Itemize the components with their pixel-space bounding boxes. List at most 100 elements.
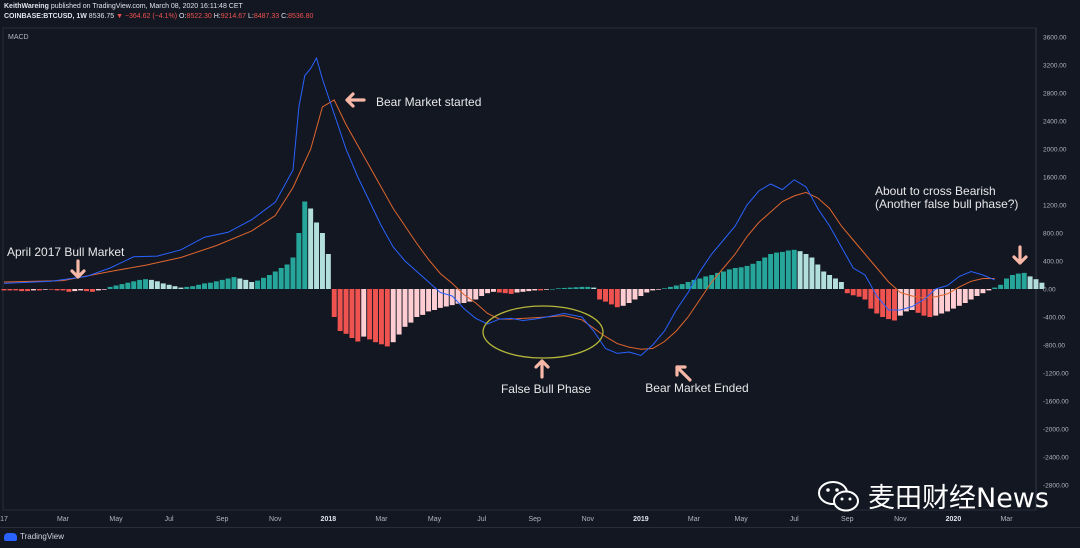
histogram-bar xyxy=(266,275,272,289)
macd-line xyxy=(3,56,995,357)
histogram-bar xyxy=(945,289,951,312)
close-label: C: xyxy=(281,13,289,20)
histogram-bar xyxy=(502,289,508,294)
annotation-text: About to cross Bearish xyxy=(875,184,996,198)
histogram-bar xyxy=(703,276,709,289)
histogram-bar xyxy=(508,289,514,294)
annotation-text: (Another false bull phase?) xyxy=(875,197,1018,211)
histogram-bar xyxy=(131,281,137,289)
x-tick-label: Jul xyxy=(477,516,486,523)
histogram-bar xyxy=(272,271,278,289)
histogram-bar xyxy=(473,289,479,300)
histogram-bar xyxy=(89,289,95,292)
x-tick-label: Sep xyxy=(216,516,229,523)
x-tick-label: Mar xyxy=(375,516,388,523)
histogram-bar xyxy=(443,289,449,307)
histogram-bar xyxy=(544,289,550,290)
symbol-label[interactable]: COINBASE:BTCUSD, 1W xyxy=(4,13,87,20)
histogram-bar xyxy=(827,275,833,289)
arrow-shape xyxy=(1012,245,1028,265)
open-label: O: xyxy=(179,13,187,20)
histogram-bar xyxy=(31,289,36,291)
arrow-shape xyxy=(675,365,692,382)
histogram-bar xyxy=(1015,273,1021,289)
histogram-bar xyxy=(974,289,980,296)
histogram-bar xyxy=(986,289,992,291)
histogram-bar xyxy=(48,289,54,290)
histogram-bar xyxy=(390,289,396,343)
x-axis: 17 Mar May Jul Sep Nov 2018 Mar May Jul Sep Nov 2019… xyxy=(0,516,1013,523)
publish-info: published on TradingView.com, March 08, … xyxy=(50,3,243,10)
arrow-bear-started xyxy=(345,92,366,108)
histogram-bar xyxy=(897,289,903,316)
y-tick-label: 2800.00 xyxy=(1043,91,1067,98)
x-tick-label: May xyxy=(428,516,442,523)
histogram-bar xyxy=(762,257,768,289)
histogram-bar xyxy=(980,289,986,294)
histogram-bar xyxy=(992,287,998,289)
y-tick-label: 400.00 xyxy=(1043,259,1063,266)
last-price: 8536.75 xyxy=(88,13,115,20)
histogram-bar xyxy=(838,282,844,289)
histogram-bar xyxy=(60,289,66,291)
watermark-text: 麦田财经News xyxy=(868,483,1049,514)
signal-line xyxy=(3,99,995,350)
histogram-bar xyxy=(255,280,261,289)
high-value: 9214.67 xyxy=(220,13,247,20)
y-tick-label: -400.00 xyxy=(1043,315,1065,322)
histogram-bar xyxy=(225,278,231,289)
histogram-bar xyxy=(25,289,31,292)
histogram-bar xyxy=(921,289,927,316)
histogram-bar xyxy=(137,279,143,289)
x-tick-label: Nov xyxy=(894,516,907,523)
histogram-bar xyxy=(809,257,815,289)
histogram-bar xyxy=(738,267,744,289)
wechat-icon xyxy=(818,480,859,511)
x-tick-label: May xyxy=(109,516,123,523)
x-tick-label: Jul xyxy=(790,516,799,523)
y-tick-label: 0.00 xyxy=(1043,287,1056,294)
histogram-bar xyxy=(691,279,697,289)
tradingview-cloud-icon xyxy=(4,532,17,541)
histogram-bar xyxy=(756,261,762,289)
histogram-bar xyxy=(325,254,331,289)
y-tick-label: 3600.00 xyxy=(1043,35,1067,42)
histogram-bar xyxy=(632,289,638,300)
false-bull-ellipse xyxy=(482,305,604,359)
histogram-bar xyxy=(485,289,491,294)
x-tick-label: Mar xyxy=(57,516,70,523)
histogram-bar xyxy=(178,287,184,289)
arrow-april-2017 xyxy=(70,259,86,279)
histogram-bar xyxy=(856,289,862,297)
histogram-bar xyxy=(968,289,974,300)
histogram-bar xyxy=(555,288,561,289)
x-tick-label: Mar xyxy=(1000,516,1013,523)
histogram-bar xyxy=(744,265,750,289)
histogram-bar xyxy=(202,283,207,289)
histogram-bar xyxy=(378,289,384,345)
histogram-bar xyxy=(620,289,626,306)
low-value: 8487.33 xyxy=(253,13,280,20)
y-tick-label: -2800.00 xyxy=(1043,483,1069,490)
histogram-bar xyxy=(107,286,113,289)
author-name[interactable]: KeithWareing xyxy=(4,3,49,10)
histogram-bar xyxy=(950,289,956,309)
tradingview-logo[interactable]: TradingView xyxy=(4,532,64,541)
arrow-shape xyxy=(345,92,366,108)
histogram-bar xyxy=(768,254,774,289)
histogram-bar xyxy=(237,278,243,289)
publish-line: KeithWareing published on TradingView.co… xyxy=(4,2,313,12)
x-tick-label: 17 xyxy=(0,516,8,523)
y-tick-label: 3200.00 xyxy=(1043,63,1067,70)
ohlc-line: COINBASE:BTCUSD, 1W 8536.75 ▼ −364.62 (−… xyxy=(4,12,313,22)
histogram-bar xyxy=(579,286,585,289)
high-label: H: xyxy=(213,13,221,20)
footer-bar xyxy=(0,527,1080,548)
close-value: 8536.80 xyxy=(288,13,314,20)
histogram-bar xyxy=(862,289,868,300)
histogram-bar xyxy=(886,289,892,320)
histogram-bar xyxy=(597,289,603,300)
histogram-bar xyxy=(891,289,897,321)
histogram-bar xyxy=(915,289,921,313)
